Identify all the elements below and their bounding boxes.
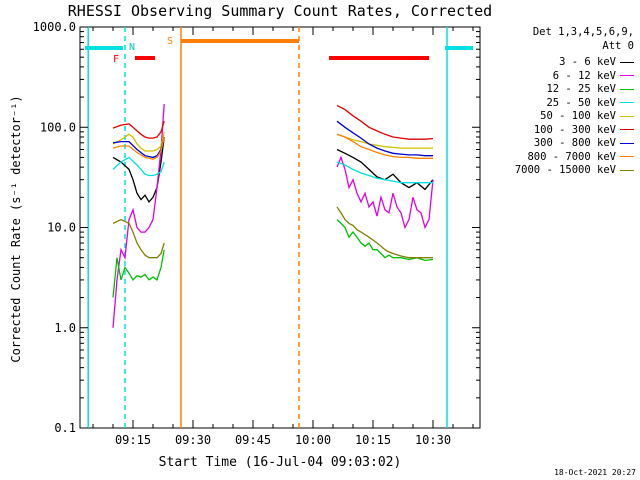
legend-item: 800 - 7000 keV xyxy=(527,151,634,163)
series-line-6-12-kev-seg2 xyxy=(336,155,434,230)
legend-swatch xyxy=(620,169,634,171)
legend-label: 25 - 50 keV xyxy=(546,96,616,109)
legend-header-1: Det 1,3,4,5,6,9, xyxy=(532,26,634,38)
series-line-7000-15000-kev-seg1 xyxy=(112,218,165,259)
series-line-50-100-kev-seg2 xyxy=(336,133,433,149)
x-tick-label: 09:45 xyxy=(235,433,271,447)
series-line-12-25-kev-seg2 xyxy=(336,219,434,262)
legend-item: 300 - 800 keV xyxy=(534,137,634,149)
legend-swatch xyxy=(620,61,634,63)
y-tick-label: 0.1 xyxy=(54,421,76,435)
legend-label: 800 - 7000 keV xyxy=(527,150,616,163)
plot-area: F S N 0.1 1.0 10.0 100.0 1000.0 09:15 09:30 09:45 1… xyxy=(33,20,481,447)
x-axis-label: Start Time (16-Jul-04 09:03:02) xyxy=(159,455,402,470)
series-line-300-800-kev-seg1 xyxy=(112,136,165,159)
legend-swatch xyxy=(620,115,634,117)
legend-label: 7000 - 15000 keV xyxy=(514,164,616,176)
series-line-800-7000-kev-seg2 xyxy=(336,133,433,159)
series-line-25-50-kev-seg1 xyxy=(112,156,165,177)
series-line-12-25-kev-seg1 xyxy=(112,249,165,298)
legend-label: 300 - 800 keV xyxy=(533,137,616,149)
y-tick-label: 10.0 xyxy=(47,221,76,235)
legend-swatch xyxy=(620,102,634,103)
legend-swatch xyxy=(620,129,634,130)
y-tick-label: 1000.0 xyxy=(33,20,76,34)
x-tick-label: 09:30 xyxy=(175,433,211,447)
legend-item: 100 - 300 keV xyxy=(534,124,634,136)
legend-item: 25 - 50 keV xyxy=(546,97,634,109)
series-line-300-800-kev-seg2 xyxy=(336,120,433,157)
legend-label: 3 - 6 keV xyxy=(559,56,616,68)
legend-label: 50 - 100 keV xyxy=(540,110,616,122)
plot-frame xyxy=(79,26,481,429)
series-line-6-12-kev-seg1 xyxy=(112,104,165,328)
x-tick-label: 10:30 xyxy=(415,433,451,447)
series-line-50-100-kev-seg1 xyxy=(112,131,165,152)
y-tick-label: 1.0 xyxy=(54,321,76,335)
legend-label: 100 - 300 keV xyxy=(533,123,616,136)
legend-swatch xyxy=(620,142,634,144)
x-tick-label: 10:15 xyxy=(355,433,391,447)
y-tick-label: 100.0 xyxy=(40,120,76,134)
legend-header-2: Att 0 xyxy=(602,40,634,52)
series-line-100-300-kev-seg1 xyxy=(112,121,165,139)
legend-item: 12 - 25 keV xyxy=(546,83,634,95)
legend-item: 6 - 12 keV xyxy=(553,70,634,82)
chart-title: RHESSI Observing Summary Count Rates, Co… xyxy=(68,2,492,20)
legend-swatch xyxy=(620,75,634,76)
series-line-7000-15000-kev-seg2 xyxy=(336,206,433,259)
legend-item: 3 - 6 keV xyxy=(559,56,634,68)
flag-label-f: F xyxy=(113,54,119,65)
flag-label-n: N xyxy=(129,42,135,53)
legend-item: 7000 - 15000 keV xyxy=(515,164,634,176)
x-tick-label: 09:15 xyxy=(115,433,151,447)
legend-swatch xyxy=(620,88,634,90)
x-tick-label: 10:00 xyxy=(295,433,331,447)
legend-item: 50 - 100 keV xyxy=(540,110,634,122)
legend-label: 12 - 25 keV xyxy=(546,83,616,95)
flag-label-s: S xyxy=(167,36,173,47)
series-line-25-50-kev-seg2 xyxy=(336,161,433,184)
series-line-800-7000-kev-seg1 xyxy=(112,136,165,160)
series-line-100-300-kev-seg2 xyxy=(336,104,434,140)
legend-label: 6 - 12 keV xyxy=(552,69,616,82)
y-axis-label: Corrected Count Rate (s⁻¹ detector⁻¹) xyxy=(9,95,23,362)
legend-swatch xyxy=(620,156,634,157)
timestamp: 18-Oct-2021 20:27 xyxy=(554,468,636,477)
